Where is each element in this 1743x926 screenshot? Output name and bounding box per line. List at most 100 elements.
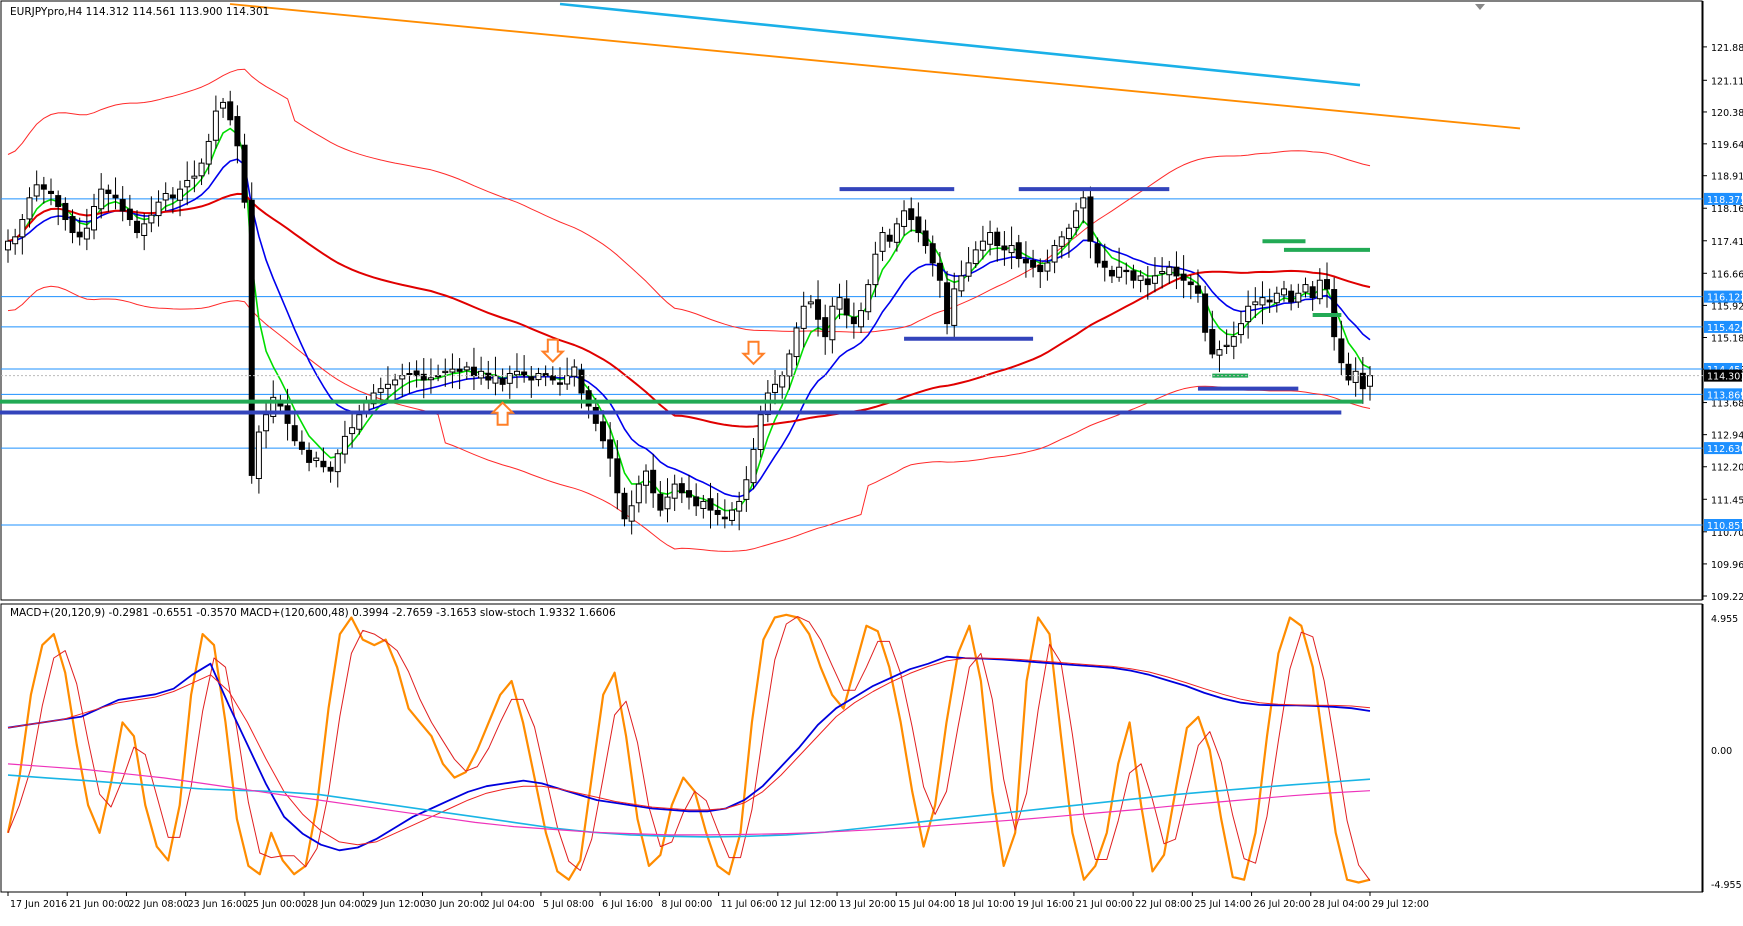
time-tick-label: 22 Jul 08:00 — [1135, 899, 1192, 910]
candle-body — [1001, 245, 1008, 251]
candle-body — [592, 406, 599, 424]
candle-body — [191, 175, 198, 179]
candle-body — [628, 505, 635, 522]
candle-body — [1051, 245, 1058, 263]
time-tick-label: 29 Jul 12:00 — [1372, 899, 1429, 910]
candle-body — [1180, 273, 1187, 281]
time-tick-label: 21 Jul 00:00 — [1076, 899, 1133, 910]
candle-body — [836, 297, 843, 310]
candle-body — [26, 197, 33, 220]
candle-body — [12, 236, 19, 245]
price-tick-label: 117.410 — [1711, 237, 1743, 248]
candle-body — [686, 490, 692, 498]
candle-body — [736, 500, 743, 512]
candle-body — [126, 208, 133, 221]
candle-body — [800, 305, 807, 329]
candle-body — [349, 427, 356, 435]
price-tick-label: 113.680 — [1711, 399, 1743, 410]
candle-body — [155, 201, 162, 217]
candle-body — [427, 377, 434, 381]
candle-body — [212, 110, 219, 141]
candle-body — [585, 390, 592, 407]
candle-body — [291, 425, 298, 442]
candle-body — [1044, 262, 1051, 272]
candle-body — [886, 234, 893, 242]
candle-body — [1008, 245, 1015, 254]
candle-body — [671, 483, 678, 499]
price-tick-label: 120.380 — [1711, 108, 1743, 119]
candle-body — [478, 370, 485, 379]
time-tick-label: 22 Jun 08:00 — [128, 899, 188, 910]
candle-body — [1144, 278, 1151, 286]
candle-body — [650, 469, 657, 494]
candle-body — [227, 101, 234, 121]
candle-body — [664, 496, 671, 510]
dropdown-triangle-icon[interactable] — [1475, 4, 1485, 10]
candle-body — [442, 370, 449, 374]
candle-body — [177, 188, 184, 201]
candle-body — [958, 275, 965, 292]
price-axis: 121.880 121.110 120.380 119.645 118.910 118.1… — [1, 1, 1743, 892]
macd2-main-line — [7, 774, 1371, 838]
candle-body — [1108, 269, 1115, 277]
level-price-tag — [1704, 290, 1742, 303]
candle-body — [76, 231, 83, 238]
time-tick-label: 28 Jul 04:00 — [1313, 899, 1370, 910]
candle-body — [255, 431, 262, 480]
time-tick-label: 23 Jun 16:00 — [188, 899, 248, 910]
candle-body — [1237, 323, 1244, 336]
candle-body — [356, 414, 363, 430]
candle-body — [1280, 288, 1287, 296]
candle-body — [1266, 299, 1273, 303]
candle-body — [220, 101, 227, 109]
candle-body — [1223, 344, 1230, 347]
candle-body — [793, 327, 800, 358]
candle-body — [807, 301, 814, 305]
price-tick-label: 112.940 — [1711, 431, 1743, 442]
candle-body — [184, 179, 191, 188]
candle-body — [951, 288, 958, 326]
candle-body — [1288, 290, 1295, 303]
indicator-tick-label: -4.955 — [1711, 880, 1742, 891]
candle-body — [1302, 284, 1309, 293]
time-tick-label: 18 Jul 10:00 — [957, 899, 1014, 910]
down-arrow-icon — [741, 340, 766, 366]
candle-body — [420, 373, 427, 381]
time-tick-label: 28 Jun 04:00 — [306, 899, 366, 910]
candle-body — [564, 375, 571, 385]
candle-body — [521, 371, 528, 377]
time-tick-label: 21 Jun 00:00 — [69, 899, 129, 910]
time-tick-label: 12 Jul 12:00 — [780, 899, 837, 910]
candle-body — [62, 202, 69, 221]
candle-body — [721, 516, 728, 520]
candle-body — [48, 190, 55, 194]
candle-body — [1194, 285, 1201, 294]
price-tick-label: 109.960 — [1711, 560, 1743, 571]
candle-body — [972, 249, 979, 265]
candle-body — [657, 493, 664, 511]
price-tick-label: 119.645 — [1711, 140, 1743, 151]
candle-body — [1151, 275, 1158, 284]
candle-body — [1173, 266, 1180, 277]
time-tick-label: 25 Jul 14:00 — [1194, 899, 1251, 910]
candle-body — [893, 223, 900, 243]
candle-body — [865, 284, 872, 313]
candle-body — [112, 194, 119, 199]
candle-body — [148, 214, 155, 224]
annotations — [0, 187, 1370, 426]
candle-body — [1166, 266, 1173, 276]
candle-body — [1094, 243, 1101, 264]
candle-body — [1058, 236, 1065, 247]
candle-body — [535, 372, 542, 381]
candle-body — [1295, 292, 1302, 303]
candle-body — [822, 317, 829, 338]
stoch-main-line — [6, 613, 1371, 884]
level-price-tag — [1704, 442, 1742, 455]
candle-body — [83, 227, 90, 240]
candle-body — [1159, 271, 1166, 274]
price-tick-label: 115.920 — [1711, 301, 1743, 312]
candle-body — [979, 240, 986, 251]
price-tick-label: 110.700 — [1711, 528, 1743, 539]
